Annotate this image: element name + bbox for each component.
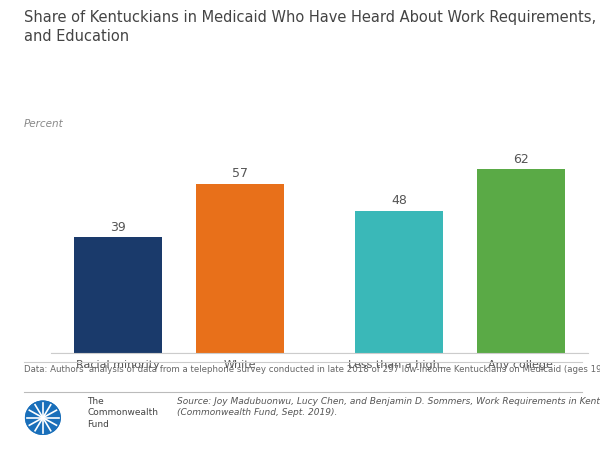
Text: and Education: and Education [24, 29, 129, 44]
Text: 57: 57 [232, 167, 248, 180]
Text: Percent: Percent [24, 119, 64, 129]
Bar [355, 211, 443, 353]
Text: 39: 39 [110, 221, 126, 234]
Text: 48: 48 [391, 194, 407, 207]
Text: Data: Authors' analysis of data from a telephone survey conducted in late 2018 o: Data: Authors' analysis of data from a t… [24, 365, 600, 374]
Bar [74, 238, 162, 353]
Circle shape [26, 401, 60, 434]
Text: Share of Kentuckians in Medicaid Who Have Heard About Work Requirements, by Race: Share of Kentuckians in Medicaid Who Hav… [24, 10, 600, 25]
Bar [196, 184, 284, 353]
Text: The
Commonwealth
Fund: The Commonwealth Fund [87, 397, 158, 429]
Bar [477, 169, 565, 353]
Text: 62: 62 [513, 153, 529, 166]
Text: Source: Joy Madubuonwu, Lucy Chen, and Benjamin D. Sommers, Work Requirements in: Source: Joy Madubuonwu, Lucy Chen, and B… [177, 397, 600, 417]
